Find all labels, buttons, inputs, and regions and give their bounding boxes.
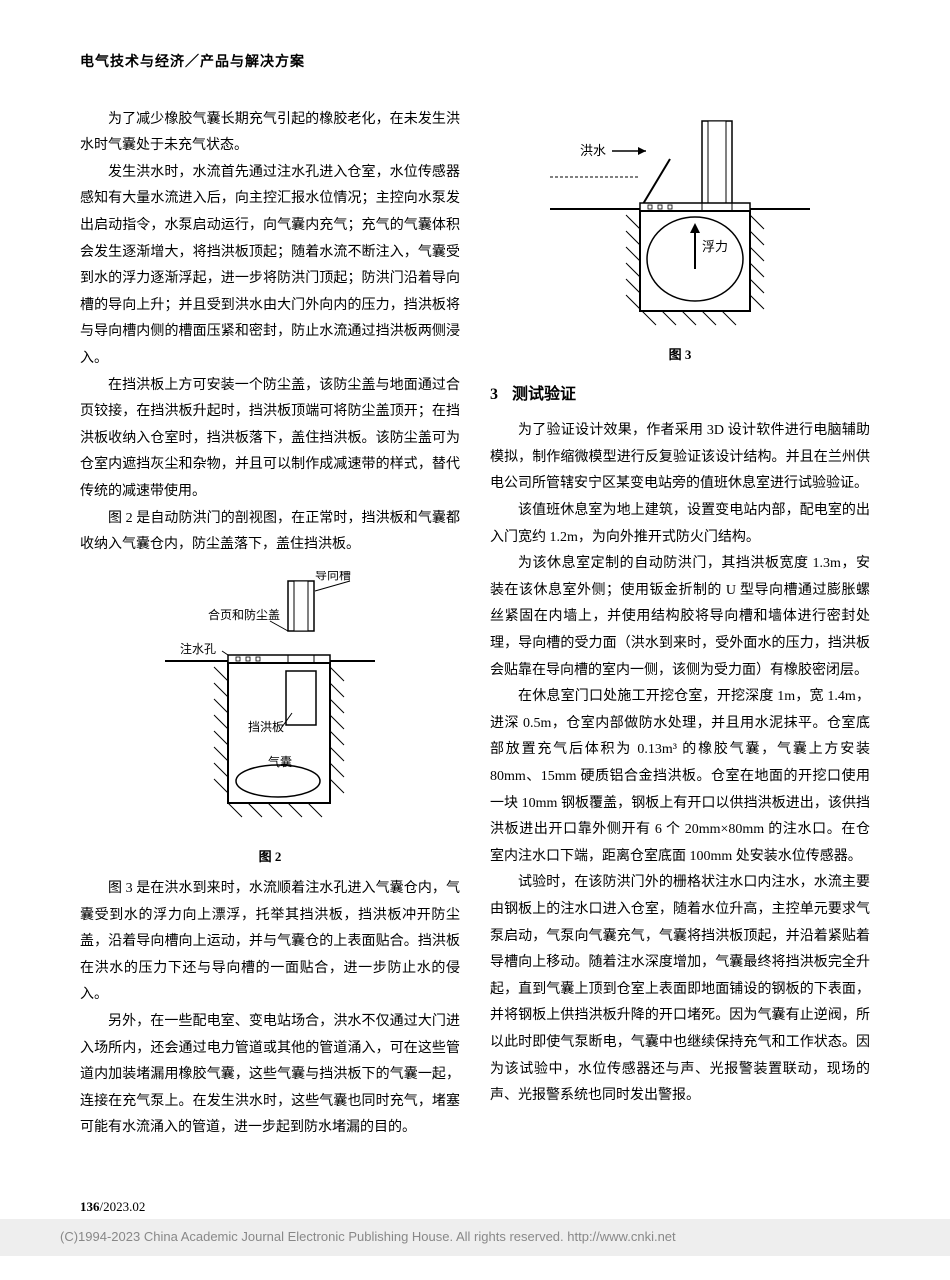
paragraph: 为了减少橡胶气囊长期充气引起的橡胶老化，在未发生洪水时气囊处于未充气状态。 bbox=[80, 107, 460, 160]
label-flood: 洪水 bbox=[580, 143, 606, 158]
figure-2-svg: 导向槽 合页和防尘盖 注水孔 bbox=[160, 571, 380, 831]
page-header: 电气技术与经济／产品与解决方案 bbox=[80, 50, 870, 77]
section-heading: 测试验证 bbox=[512, 386, 576, 403]
page-number: 136 bbox=[80, 1199, 100, 1214]
paragraph: 为该休息室定制的自动防洪门，其挡洪板宽度 1.3m，安装在该休息室外侧；使用钣金… bbox=[490, 551, 870, 684]
paragraph: 该值班休息室为地上建筑，设置变电站内部，配电室的出入门宽约 1.2m，为向外推开… bbox=[490, 498, 870, 551]
figure-3-caption: 图 3 bbox=[490, 343, 870, 368]
paragraph: 图 3 是在洪水到来时，水流顺着注水孔进入气囊仓内，气囊受到水的浮力向上漂浮，托… bbox=[80, 876, 460, 1009]
section-3-title: 3 测试验证 bbox=[490, 380, 870, 410]
label-guide-slot: 导向槽 bbox=[315, 571, 351, 582]
left-column: 为了减少橡胶气囊长期充气引起的橡胶老化，在未发生洪水时气囊处于未充气状态。 发生… bbox=[80, 107, 460, 1142]
label-airbag: 气囊 bbox=[268, 754, 292, 769]
paragraph: 在挡洪板上方可安装一个防尘盖，该防尘盖与地面通过合页铰接，在挡洪板升起时，挡洪板… bbox=[80, 373, 460, 506]
label-flood-board: 挡洪板 bbox=[248, 720, 284, 734]
label-hinge-cover: 合页和防尘盖 bbox=[208, 607, 280, 622]
label-water-hole: 注水孔 bbox=[180, 641, 216, 656]
paragraph: 为了验证设计效果，作者采用 3D 设计软件进行电脑辅助模拟，制作缩微模型进行反复… bbox=[490, 418, 870, 498]
copyright-bar: (C)1994-2023 China Academic Journal Elec… bbox=[0, 1219, 950, 1256]
content-area: 为了减少橡胶气囊长期充气引起的橡胶老化，在未发生洪水时气囊处于未充气状态。 发生… bbox=[80, 107, 870, 1142]
figure-3-svg: 洪水 bbox=[540, 119, 820, 329]
paragraph: 另外，在一些配电室、变电站场合，洪水不仅通过大门进入场所内，还会通过电力管道或其… bbox=[80, 1009, 460, 1142]
section-number: 3 bbox=[490, 386, 498, 403]
figure-2: 导向槽 合页和防尘盖 注水孔 bbox=[80, 571, 460, 870]
paragraph: 在休息室门口处施工开挖仓室，开挖深度 1m，宽 1.4m，进深 0.5m，仓室内… bbox=[490, 684, 870, 870]
label-buoyancy: 浮力 bbox=[702, 239, 728, 254]
paragraph: 试验时，在该防洪门外的栅格状注水口内注水，水流主要由钢板上的注水口进入仓室，随着… bbox=[490, 870, 870, 1109]
figure-3: 洪水 bbox=[490, 119, 870, 368]
paragraph: 图 2 是自动防洪门的剖视图，在正常时，挡洪板和气囊都收纳入气囊仓内，防尘盖落下… bbox=[80, 506, 460, 559]
figure-2-caption: 图 2 bbox=[80, 845, 460, 870]
page-footer: 136/2023.02 bbox=[80, 1195, 145, 1220]
paragraph: 发生洪水时，水流首先通过注水孔进入仓室，水位传感器感知有大量水流进入后，向主控汇… bbox=[80, 160, 460, 373]
issue-label: /2023.02 bbox=[100, 1199, 146, 1214]
right-column: 洪水 bbox=[490, 107, 870, 1142]
